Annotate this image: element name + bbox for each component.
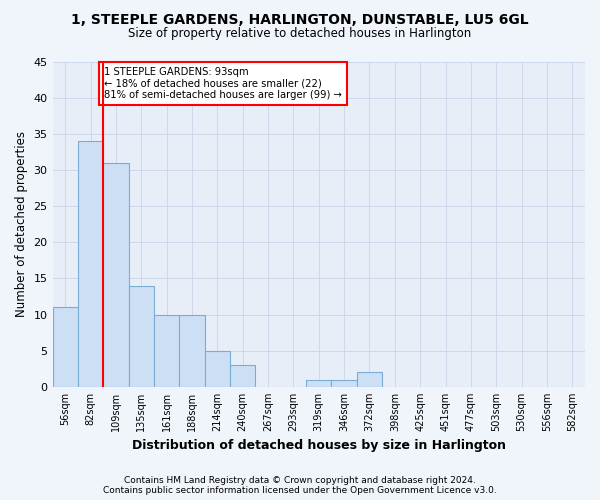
Text: Size of property relative to detached houses in Harlington: Size of property relative to detached ho… [128,28,472,40]
Text: 1, STEEPLE GARDENS, HARLINGTON, DUNSTABLE, LU5 6GL: 1, STEEPLE GARDENS, HARLINGTON, DUNSTABL… [71,12,529,26]
Y-axis label: Number of detached properties: Number of detached properties [15,131,28,317]
Bar [331,380,357,387]
Bar [154,314,179,387]
Bar [103,162,128,387]
Bar [179,314,205,387]
Bar [205,351,230,387]
Text: 1 STEEPLE GARDENS: 93sqm
← 18% of detached houses are smaller (22)
81% of semi-d: 1 STEEPLE GARDENS: 93sqm ← 18% of detach… [104,68,341,100]
Bar [357,372,382,387]
Bar [128,286,154,387]
Text: Contains HM Land Registry data © Crown copyright and database right 2024.: Contains HM Land Registry data © Crown c… [124,476,476,485]
Bar [78,141,103,387]
Bar [306,380,331,387]
X-axis label: Distribution of detached houses by size in Harlington: Distribution of detached houses by size … [132,440,506,452]
Bar [53,308,78,387]
Text: Contains public sector information licensed under the Open Government Licence v3: Contains public sector information licen… [103,486,497,495]
Bar [230,365,256,387]
